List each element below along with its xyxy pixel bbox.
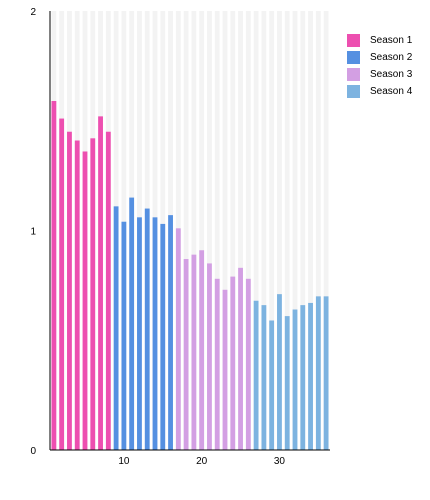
legend-swatch <box>347 68 360 81</box>
tick-labels: 0 1 2 10 20 30 <box>30 7 285 467</box>
bar-series-1 <box>82 151 88 451</box>
grid-stripe <box>199 11 205 450</box>
bar-series-4 <box>284 316 290 450</box>
grid-stripe <box>315 11 321 450</box>
y-tick-label: 0 <box>30 446 36 457</box>
grid-stripe <box>245 11 251 450</box>
bar-series-2 <box>168 215 173 450</box>
bar-series-4 <box>277 294 282 450</box>
bar-series-3 <box>199 250 205 450</box>
grid-stripe <box>308 11 313 450</box>
bar-series-3 <box>245 278 251 450</box>
grid-stripe <box>238 11 243 450</box>
bar-series-4 <box>269 320 275 450</box>
grid-stripe <box>230 11 236 450</box>
bar-series-3 <box>214 278 220 450</box>
bar-series-2 <box>121 221 127 450</box>
grid-stripe <box>261 11 267 450</box>
grid-stripe <box>284 11 290 450</box>
bar-series-2 <box>137 217 142 450</box>
bar-series-3 <box>238 267 243 450</box>
bar-series-3 <box>207 263 212 450</box>
bar-series-1 <box>74 140 80 450</box>
legend-swatch <box>347 85 360 98</box>
bar-series-2 <box>144 208 150 450</box>
bar-series-3 <box>230 276 236 450</box>
bar-series-3 <box>191 254 197 450</box>
bar-series-2 <box>160 223 166 450</box>
legend-swatch <box>347 51 360 64</box>
grid-stripe <box>292 11 298 450</box>
y-tick-label: 2 <box>30 7 36 18</box>
bar-series-1 <box>98 116 103 451</box>
bar-series-2 <box>129 197 135 450</box>
bar-series-3 <box>183 259 189 450</box>
legend-item-season-4: Season 4 <box>347 83 412 100</box>
bar-series-4 <box>300 305 306 450</box>
bar-series-1 <box>105 131 111 450</box>
bar-series-4 <box>323 296 329 450</box>
grid-stripe <box>214 11 220 450</box>
legend-item-season-2: Season 2 <box>347 49 412 66</box>
bar-series-2 <box>152 217 158 450</box>
y-tick-label: 1 <box>30 227 36 238</box>
bar-series-1 <box>67 131 72 450</box>
legend-item-season-1: Season 1 <box>347 32 412 49</box>
grid-stripe <box>300 11 306 450</box>
bar-series-3 <box>222 289 228 450</box>
grid-stripe <box>269 11 275 450</box>
bar-series-4 <box>308 302 313 450</box>
legend-label: Season 2 <box>370 52 413 63</box>
bar-series-1 <box>51 100 57 451</box>
bar-series-1 <box>59 118 65 451</box>
axes <box>49 11 330 451</box>
bar-series-4 <box>315 296 321 450</box>
grid-stripe <box>323 11 329 450</box>
grid-stripe <box>253 11 259 450</box>
bar-series-4 <box>253 300 259 450</box>
x-tick-label: 30 <box>274 456 286 467</box>
legend-label: Season 1 <box>370 35 413 46</box>
grid-stripe <box>277 11 282 450</box>
bars <box>51 100 329 451</box>
grid-stripe <box>191 11 197 450</box>
bar-series-1 <box>90 138 96 450</box>
legend-label: Season 3 <box>370 69 413 80</box>
x-tick-label: 20 <box>196 456 208 467</box>
grid-stripe <box>183 11 189 450</box>
legend: Season 1 Season 2 Season 3 Season 4 <box>347 32 412 100</box>
legend-item-season-3: Season 3 <box>347 66 412 83</box>
bar-series-4 <box>261 305 267 450</box>
legend-label: Season 4 <box>370 86 413 97</box>
bar-series-4 <box>292 309 298 450</box>
grid-stripe <box>222 11 228 450</box>
bar-series-3 <box>175 228 181 450</box>
x-tick-label: 10 <box>118 456 130 467</box>
grid-stripe <box>207 11 212 450</box>
legend-swatch <box>347 34 360 47</box>
bar-series-2 <box>113 206 119 450</box>
